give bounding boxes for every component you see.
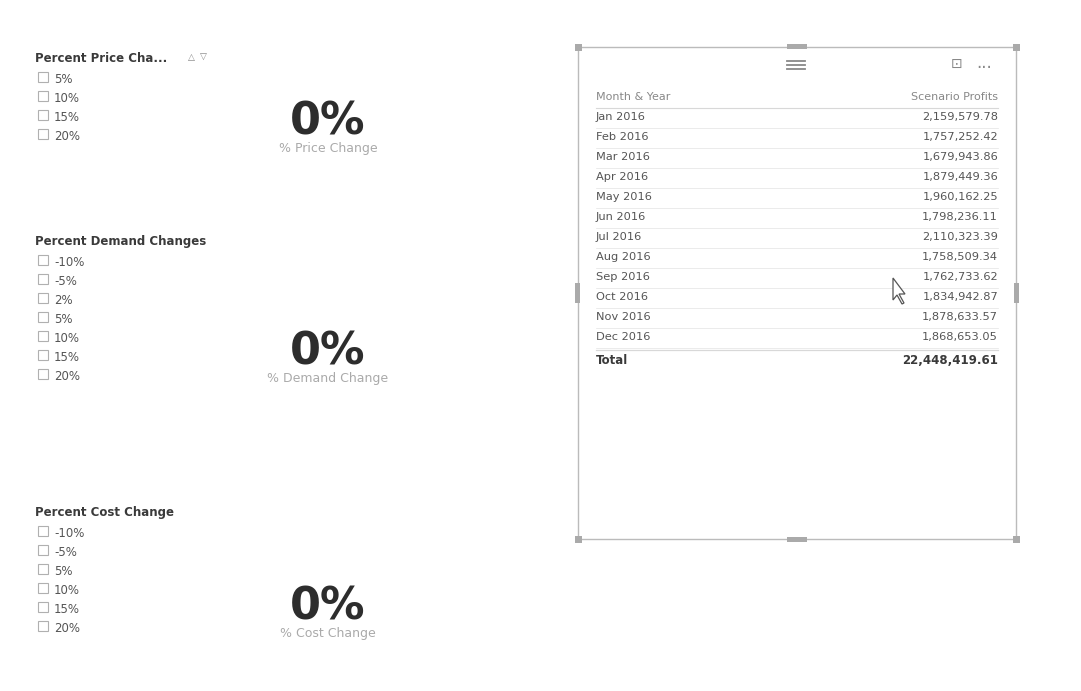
Text: Jan 2016: Jan 2016	[596, 112, 645, 122]
Text: 1,798,236.11: 1,798,236.11	[922, 212, 998, 222]
Text: ⊡: ⊡	[951, 57, 962, 71]
Bar	[1013, 44, 1020, 51]
Text: Scenario Profits: Scenario Profits	[911, 92, 998, 102]
Text: 1,868,653.05: 1,868,653.05	[922, 332, 998, 342]
Text: 10%: 10%	[54, 584, 80, 597]
Text: Percent Demand Changes: Percent Demand Changes	[35, 235, 206, 248]
Bar	[38, 110, 48, 120]
Bar	[38, 274, 48, 284]
Text: Apr 2016: Apr 2016	[596, 172, 649, 182]
Text: 1,878,633.57: 1,878,633.57	[922, 312, 998, 322]
Text: % Price Change: % Price Change	[279, 142, 377, 155]
Bar	[38, 293, 48, 303]
Text: Month & Year: Month & Year	[596, 92, 670, 102]
Text: 2%: 2%	[54, 294, 72, 307]
Text: 5%: 5%	[54, 313, 72, 326]
Bar	[787, 537, 808, 542]
Bar	[38, 129, 48, 139]
Text: Oct 2016: Oct 2016	[596, 292, 648, 302]
Text: -10%: -10%	[54, 256, 84, 269]
Text: 22,448,419.61: 22,448,419.61	[903, 354, 998, 367]
Text: 15%: 15%	[54, 111, 80, 124]
Text: Total: Total	[596, 354, 628, 367]
Text: 1,757,252.42: 1,757,252.42	[922, 132, 998, 142]
Text: 1,879,449.36: 1,879,449.36	[922, 172, 998, 182]
Text: Dec 2016: Dec 2016	[596, 332, 651, 342]
Text: -5%: -5%	[54, 275, 77, 288]
Text: 0%: 0%	[291, 330, 365, 373]
Text: △: △	[188, 53, 195, 62]
Text: 0%: 0%	[291, 100, 365, 143]
Bar	[38, 526, 48, 536]
Text: Sep 2016: Sep 2016	[596, 272, 650, 282]
Text: Jul 2016: Jul 2016	[596, 232, 642, 242]
Bar	[38, 369, 48, 379]
Text: 20%: 20%	[54, 130, 80, 143]
Bar	[38, 350, 48, 360]
Text: 1,758,509.34: 1,758,509.34	[922, 252, 998, 262]
Bar	[38, 72, 48, 82]
Text: % Cost Change: % Cost Change	[280, 627, 376, 640]
Text: 20%: 20%	[54, 622, 80, 635]
Bar	[575, 44, 582, 51]
Text: 1,762,733.62: 1,762,733.62	[922, 272, 998, 282]
Bar	[575, 536, 582, 543]
Bar	[38, 564, 48, 574]
Text: 1,834,942.87: 1,834,942.87	[922, 292, 998, 302]
Bar	[38, 602, 48, 612]
Text: Mar 2016: Mar 2016	[596, 152, 650, 162]
Text: -5%: -5%	[54, 546, 77, 559]
Text: Feb 2016: Feb 2016	[596, 132, 649, 142]
Text: % Demand Change: % Demand Change	[267, 372, 388, 385]
Text: Nov 2016: Nov 2016	[596, 312, 651, 322]
Bar	[38, 312, 48, 322]
Text: Percent Cost Change: Percent Cost Change	[35, 506, 174, 519]
Text: 0%: 0%	[291, 585, 365, 628]
Text: 15%: 15%	[54, 351, 80, 364]
Text: 2,110,323.39: 2,110,323.39	[922, 232, 998, 242]
Bar	[38, 583, 48, 593]
Text: 5%: 5%	[54, 73, 72, 86]
Text: May 2016: May 2016	[596, 192, 652, 202]
Text: ▽: ▽	[200, 53, 206, 62]
Bar	[38, 621, 48, 631]
Text: 20%: 20%	[54, 370, 80, 383]
Text: ···: ···	[976, 59, 991, 77]
Text: -10%: -10%	[54, 527, 84, 540]
Text: 10%: 10%	[54, 92, 80, 105]
Text: 1,960,162.25: 1,960,162.25	[922, 192, 998, 202]
Bar	[38, 91, 48, 101]
Text: 15%: 15%	[54, 603, 80, 616]
Bar	[787, 44, 808, 49]
Bar	[38, 255, 48, 265]
Polygon shape	[893, 278, 905, 304]
Bar	[38, 331, 48, 341]
Bar	[38, 545, 48, 555]
Bar	[575, 283, 580, 303]
Bar	[1013, 536, 1020, 543]
Text: Aug 2016: Aug 2016	[596, 252, 651, 262]
Text: Percent Price Cha...: Percent Price Cha...	[35, 52, 168, 65]
Text: 5%: 5%	[54, 565, 72, 578]
Text: 1,679,943.86: 1,679,943.86	[922, 152, 998, 162]
Text: 10%: 10%	[54, 332, 80, 345]
Bar	[578, 47, 1016, 539]
Bar	[1014, 283, 1019, 303]
Text: Jun 2016: Jun 2016	[596, 212, 646, 222]
Text: 2,159,579.78: 2,159,579.78	[922, 112, 998, 122]
